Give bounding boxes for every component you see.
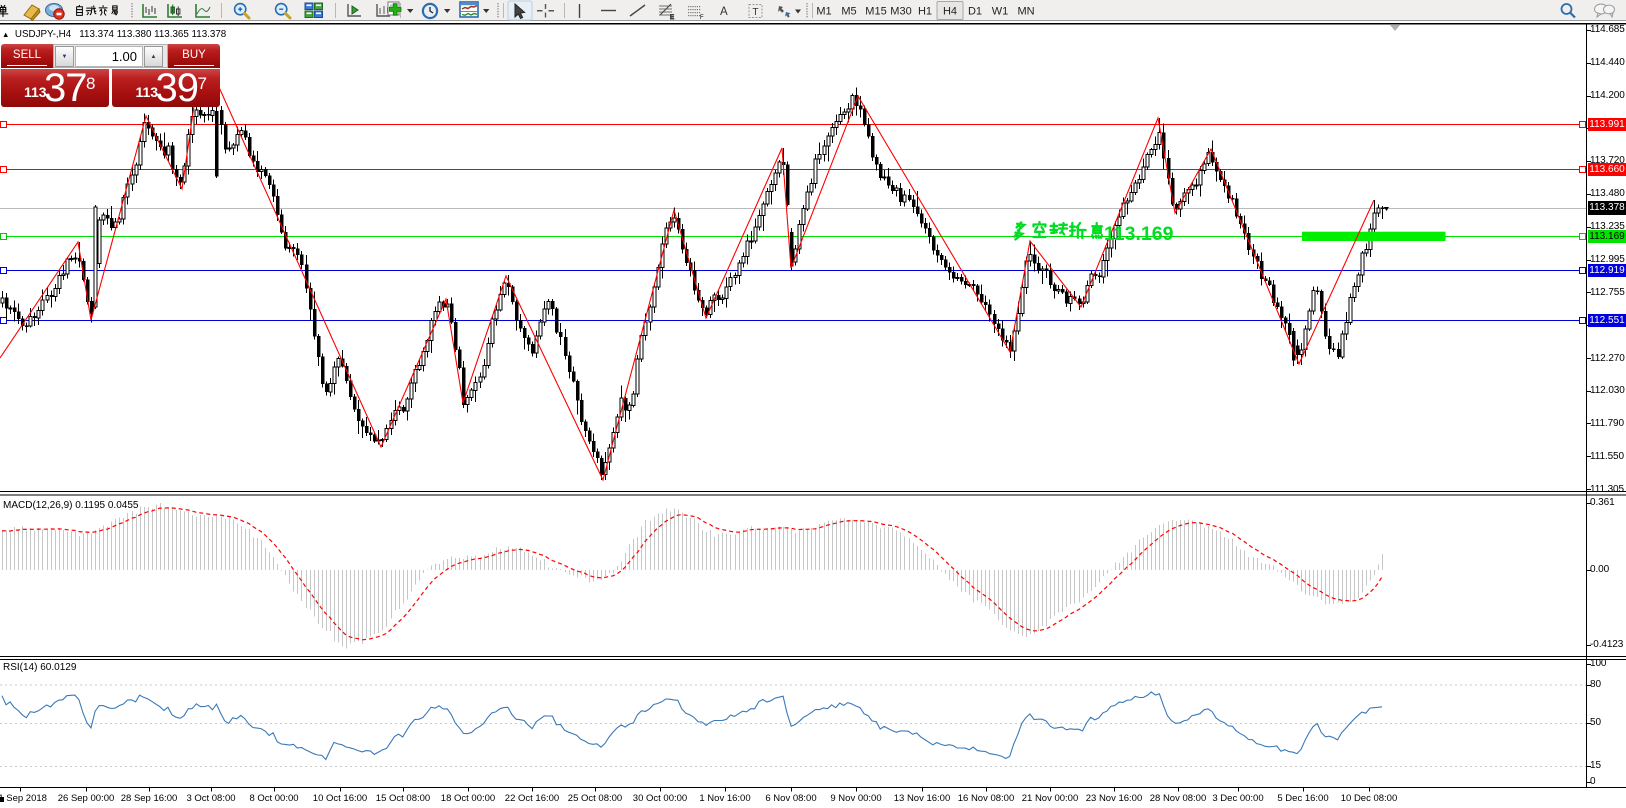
svg-text:A: A	[720, 6, 728, 18]
svg-text:M30: M30	[890, 6, 911, 18]
svg-text:H1: H1	[918, 6, 932, 18]
svg-text:MN: MN	[1017, 6, 1034, 18]
svg-text:F: F	[700, 15, 704, 21]
svg-text:M1: M1	[816, 6, 831, 18]
svg-text:T: T	[752, 7, 758, 18]
svg-text:E: E	[670, 15, 674, 21]
svg-text:113.169: 113.169	[1104, 223, 1174, 245]
svg-text:W1: W1	[992, 6, 1009, 18]
svg-text:H4: H4	[943, 6, 957, 18]
svg-text:M15: M15	[865, 6, 886, 18]
svg-text:M5: M5	[841, 6, 856, 18]
svg-text:D1: D1	[968, 6, 982, 18]
